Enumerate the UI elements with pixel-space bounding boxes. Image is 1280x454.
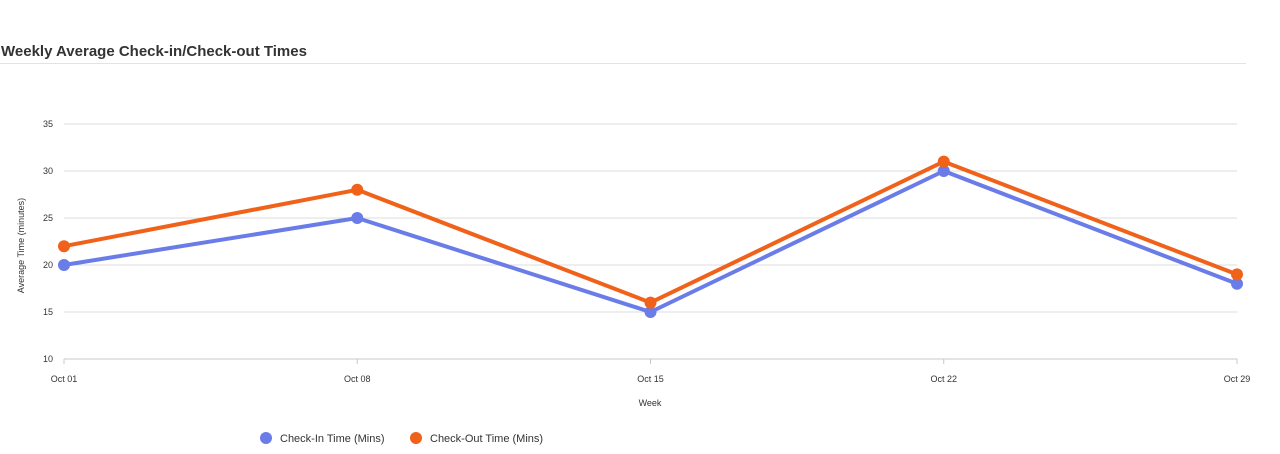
legend-label: Check-In Time (Mins) — [280, 433, 385, 445]
series-2 — [58, 155, 1243, 309]
x-tick-label: Oct 01 — [51, 374, 78, 384]
data-point — [58, 259, 70, 271]
chart-title: Weekly Average Check-in/Check-out Times — [1, 43, 307, 60]
legend-label: Check-Out Time (Mins) — [430, 433, 543, 445]
data-point — [58, 240, 70, 253]
data-point — [937, 155, 950, 168]
x-tick-label: Oct 22 — [930, 374, 957, 384]
data-point — [1231, 277, 1243, 290]
y-tick-label: 15 — [43, 307, 53, 317]
x-tick-label: Oct 08 — [344, 374, 371, 384]
data-point — [644, 296, 657, 309]
y-tick-label: 20 — [43, 260, 53, 270]
chart-header: Weekly Average Check-in/Check-out Times — [0, 40, 1246, 64]
x-tick-label: Oct 29 — [1224, 374, 1251, 384]
series-lines — [58, 155, 1243, 318]
series-1 — [58, 165, 1243, 318]
legend: Check-In Time (Mins) Check-Out Time (Mins… — [260, 432, 543, 445]
grid-lines — [64, 123, 1237, 360]
data-point — [351, 212, 364, 224]
legend-marker — [410, 432, 422, 444]
x-tick-label: Oct 15 — [637, 374, 664, 384]
data-point — [644, 306, 657, 318]
series-line — [62, 169, 1239, 314]
x-axis-title: Week — [639, 398, 662, 408]
data-point — [351, 183, 364, 196]
y-tick-label: 25 — [43, 213, 53, 223]
data-point — [1231, 268, 1243, 281]
y-tick-label: 30 — [43, 166, 53, 176]
series-line — [62, 159, 1239, 305]
legend-marker — [260, 432, 272, 444]
data-point — [937, 165, 950, 177]
axes — [63, 358, 1238, 364]
axis-labels: 10 15 20 25 30 35 Oct 01 Oct 08 Oct 15 Oct 22 Oct … — [16, 119, 1250, 408]
y-tick-label: 10 — [43, 354, 53, 364]
y-tick-label: 35 — [43, 119, 53, 129]
y-axis-title: Average Time (minutes) — [16, 198, 26, 293]
